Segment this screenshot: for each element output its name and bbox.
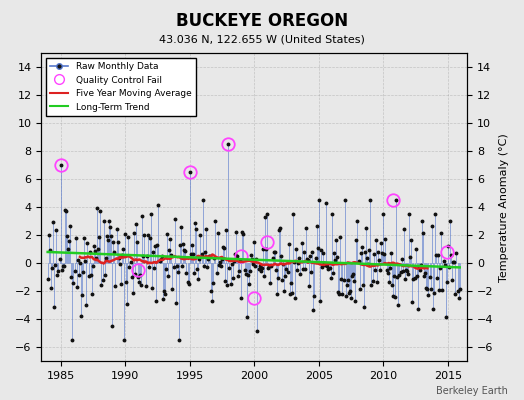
Legend: Raw Monthly Data, Quality Control Fail, Five Year Moving Average, Long-Term Tren: Raw Monthly Data, Quality Control Fail, … — [46, 58, 196, 116]
Text: 43.036 N, 122.655 W (United States): 43.036 N, 122.655 W (United States) — [159, 34, 365, 44]
Y-axis label: Temperature Anomaly (°C): Temperature Anomaly (°C) — [499, 133, 509, 282]
Text: Berkeley Earth: Berkeley Earth — [436, 386, 508, 396]
Text: BUCKEYE OREGON: BUCKEYE OREGON — [176, 12, 348, 30]
